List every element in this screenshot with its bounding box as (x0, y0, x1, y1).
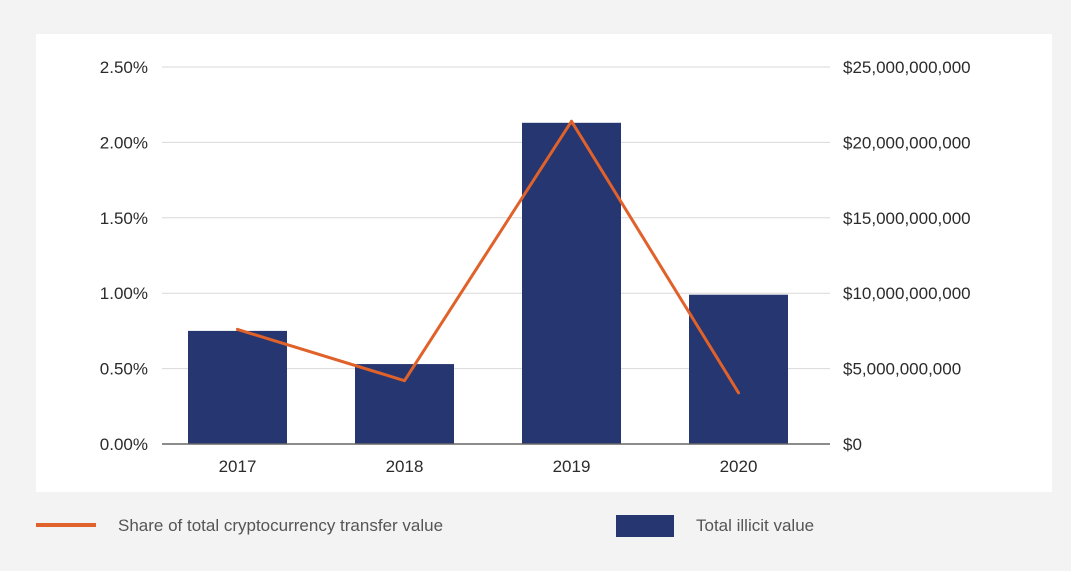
line-point (570, 119, 573, 123)
legend-label-illicit: Total illicit value (696, 516, 814, 535)
line-point (236, 327, 239, 331)
y-left-tick-label: 1.50% (100, 209, 148, 228)
bars (188, 122, 788, 445)
line-point (403, 379, 406, 383)
y-right-tick-label: $5,000,000,000 (843, 360, 961, 379)
line-point (737, 391, 740, 395)
y-left-tick-label: 2.50% (100, 58, 148, 77)
x-tick-label: 2017 (219, 457, 257, 476)
y-right-tick-label: $0 (843, 435, 862, 454)
y-left-tick-label: 2.00% (100, 133, 148, 152)
y-right-tick-label: $25,000,000,000 (843, 58, 971, 77)
x-tick-label: 2018 (386, 457, 424, 476)
axes: 0.00% 0.50% 1.00% 1.50% 2.00% 2.50% $0 $5,000,0… (100, 58, 971, 476)
y-right-tick-label: $10,000,000,000 (843, 284, 971, 303)
bar-illicit-value (355, 364, 454, 444)
bar-illicit-value (188, 330, 287, 444)
legend: Share of total cryptocurrency transfer v… (36, 515, 814, 537)
y-right-tick-label: $15,000,000,000 (843, 209, 971, 228)
line-share-transfer-value (236, 119, 740, 395)
y-left-tick-label: 0.00% (100, 435, 148, 454)
share-line (236, 119, 740, 395)
bar-illicit-value (689, 294, 788, 444)
x-tick-label: 2020 (720, 457, 758, 476)
bar-illicit-value (522, 122, 621, 445)
y-left-tick-label: 1.00% (100, 284, 148, 303)
x-tick-label: 2019 (553, 457, 591, 476)
y-right-tick-label: $20,000,000,000 (843, 133, 971, 152)
legend-bar-swatch (616, 515, 674, 537)
y-left-tick-label: 0.50% (100, 360, 148, 379)
legend-label-share: Share of total cryptocurrency transfer v… (118, 516, 443, 535)
